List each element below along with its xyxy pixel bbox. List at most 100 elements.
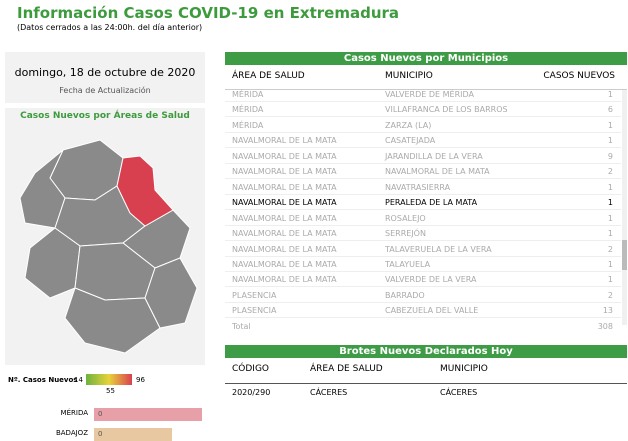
bar [94, 408, 202, 421]
subtitle: (Datos cerrados a las 24:00h. del día an… [17, 23, 203, 32]
municipios-table: ÁREA DE SALUD MUNICIPIO CASOS NUEVOS MÉRIDA… [225, 65, 627, 337]
table-cell[interactable]: NAVALMORAL DE LA MATA [232, 229, 337, 239]
table-cell[interactable]: NAVALMORAL DE LA MATA [232, 213, 337, 223]
table-cell[interactable]: ROSALEJO [385, 213, 426, 223]
table-cell[interactable]: 6 [607, 105, 613, 115]
column-header: CÓDIGO [232, 364, 270, 374]
row-line [225, 317, 621, 319]
row-line [225, 116, 621, 118]
legend-min: 14 [74, 376, 83, 384]
table-cell[interactable]: NAVALMORAL DE LA MATA [385, 167, 490, 177]
region [64, 287, 161, 354]
column-header: CASOS NUEVOS [543, 71, 615, 81]
total-label: Total [232, 321, 251, 331]
table-cell[interactable]: 1 [607, 182, 613, 192]
column-header: MUNICIPIO [440, 364, 488, 374]
table-cell[interactable]: ZARZA (LA) [385, 120, 432, 130]
table-cell[interactable]: NAVALMORAL DE LA MATA [232, 182, 337, 192]
table-cell[interactable]: 1 [607, 90, 613, 99]
row-line [225, 301, 621, 303]
table-cell[interactable]: NAVALMORAL DE LA MATA [232, 275, 337, 285]
table-cell[interactable]: PLASENCIA [232, 290, 277, 300]
column-header: ÁREA DE SALUD [232, 71, 305, 81]
table-cell[interactable]: 1 [607, 259, 613, 269]
table-cell[interactable]: JARANDILLA DE LA VERA [385, 151, 483, 161]
table-cell[interactable]: TALAYUELA [385, 259, 431, 269]
row-line [225, 131, 621, 133]
title: Información Casos COVID-19 en Extremadur… [17, 4, 400, 22]
table-cell[interactable]: 1 [607, 120, 613, 130]
table-cell[interactable]: CABEZUELA DEL VALLE [385, 306, 479, 316]
legend-mid: 55 [106, 387, 115, 395]
map-panel: Casos Nuevos por Áreas de Salud [5, 108, 205, 365]
date-card: domingo, 18 de octubre de 2020 Fecha de … [5, 52, 205, 103]
row-line [225, 193, 621, 195]
table-cell[interactable]: 2020/290 [232, 388, 271, 397]
row-line [225, 101, 621, 102]
bar-value: 0 [98, 410, 103, 418]
scrollbar[interactable] [622, 90, 627, 325]
date-label: Fecha de Actualización [59, 86, 151, 95]
table-title: Casos Nuevos por Municipios [225, 52, 627, 65]
table-cell[interactable]: MÉRIDA [232, 120, 264, 130]
region [144, 257, 198, 329]
table-cell[interactable]: NAVALMORAL DE LA MATA [232, 151, 337, 161]
table-cell[interactable]: NAVALMORAL DE LA MATA [232, 259, 337, 269]
legend-max: 96 [136, 376, 145, 384]
row-line [225, 224, 621, 226]
bar-value: 0 [98, 430, 103, 438]
table-cell[interactable]: TALAVERUELA DE LA VERA [385, 244, 492, 254]
row-line [225, 147, 621, 149]
row-line [225, 270, 621, 272]
table-cell[interactable]: MÉRIDA [232, 90, 264, 99]
table-cell[interactable]: 1 [607, 136, 613, 146]
table-cell[interactable]: SERREJÓN [385, 229, 426, 239]
row-line [225, 162, 621, 164]
table-cell[interactable]: PERALEDA DE LA MATA [385, 198, 478, 208]
table-cell[interactable]: 13 [602, 306, 613, 316]
bar-label: BADAJOZ [55, 429, 88, 437]
table-cell[interactable]: PLASENCIA [232, 306, 277, 316]
column-header: MUNICIPIO [385, 71, 433, 81]
table-cell[interactable]: 1 [607, 229, 613, 239]
table-cell[interactable]: NAVALMORAL DE LA MATA [232, 198, 337, 208]
total-value: 308 [597, 321, 613, 331]
table-cell[interactable]: 2 [607, 290, 613, 300]
table-cell[interactable]: MÉRIDA [232, 105, 264, 115]
row-line [225, 209, 621, 211]
column-header: ÁREA DE SALUD [310, 364, 383, 374]
table-cell[interactable]: BARRADO [385, 290, 425, 300]
table-cell[interactable]: 9 [607, 151, 613, 161]
table-cell[interactable]: 1 [607, 213, 613, 223]
table-title: Brotes Nuevos Declarados Hoy [225, 345, 627, 358]
table-cell[interactable]: 2 [607, 167, 613, 177]
table-cell[interactable]: NAVALMORAL DE LA MATA [232, 136, 337, 146]
bar-label: MÉRIDA [60, 409, 88, 417]
table-cell[interactable]: CASATEJADA [385, 136, 436, 146]
map [19, 139, 198, 354]
table-cell[interactable]: 1 [607, 198, 613, 208]
region-highlight [116, 155, 174, 227]
table-cell[interactable]: NAVALMORAL DE LA MATA [232, 167, 337, 177]
row-line [225, 240, 621, 242]
table-cell[interactable]: CÁCERES [310, 388, 348, 397]
table-cell[interactable]: NAVALMORAL DE LA MATA [232, 244, 337, 254]
table-cell[interactable]: 2 [607, 244, 613, 254]
row-line [225, 255, 621, 257]
table-cell[interactable]: 1 [607, 275, 613, 285]
legend-label: Nº. Casos Nuevos [8, 376, 78, 384]
date: domingo, 18 de octubre de 2020 [14, 66, 196, 79]
legend-gradient [86, 374, 132, 385]
row-line [225, 286, 621, 288]
row-line [225, 178, 621, 180]
table-cell[interactable]: VILLAFRANCA DE LOS BARROS [385, 105, 508, 115]
table-cell[interactable]: CÁCERES [440, 388, 478, 397]
table-cell[interactable]: NAVATRASIERRA [385, 182, 451, 192]
table-cell[interactable]: VALVERDE DE MÉRIDA [385, 90, 474, 99]
map-title: Casos Nuevos por Áreas de Salud [20, 111, 190, 121]
divider [225, 383, 627, 384]
table-cell[interactable]: VALVERDE DE LA VERA [385, 275, 477, 285]
bar [94, 428, 172, 441]
brotes-table: CÓDIGO ÁREA DE SALUD MUNICIPIO 2020/290 CÁCE… [225, 358, 627, 418]
